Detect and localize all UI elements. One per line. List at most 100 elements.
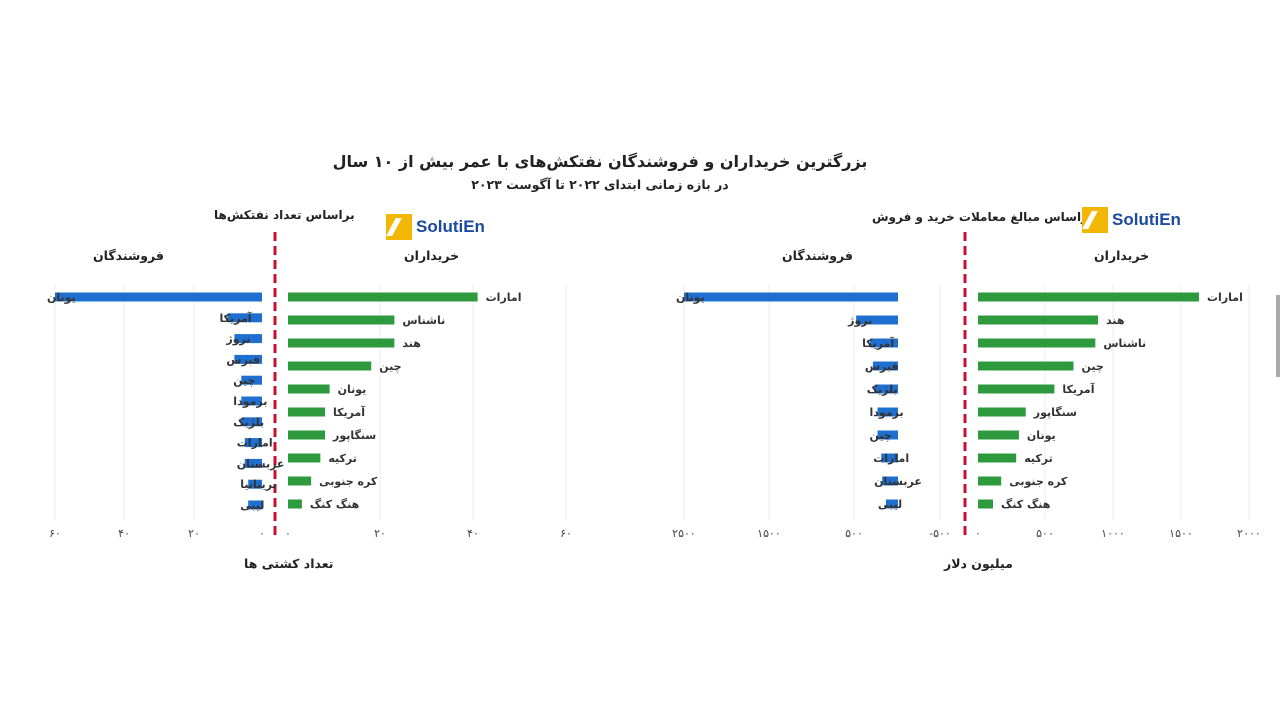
seller-bar: [234, 334, 262, 344]
seller-category-label: چین: [233, 374, 255, 387]
left-buyers-label: خریداران: [404, 248, 460, 263]
seller-category-label: یونان: [676, 291, 705, 304]
seller-bar: [244, 438, 262, 448]
seller-category-label: بلژیک: [867, 383, 898, 396]
seller-category-label: لیبی: [878, 498, 902, 511]
seller-category-label: بلژیک: [233, 416, 264, 429]
buyer-bar: [288, 338, 395, 348]
seller-category-label: بریتانیا: [240, 478, 276, 491]
seller-category-label: آمریکا: [862, 336, 894, 350]
buyer-bar: [978, 315, 1099, 325]
seller-bar: [234, 354, 262, 364]
buyer-bar: [288, 292, 478, 302]
buyer-bar: [288, 476, 312, 486]
seller-category-label: عربستان: [237, 457, 285, 470]
x-tick-label: ۲۵۰۰: [672, 527, 696, 540]
right-sellers-label: فروشندگان: [782, 248, 853, 263]
seller-category-label: امارات: [237, 437, 273, 450]
buyer-bar: [978, 384, 1055, 394]
x-tick-label: ۱۰۰۰: [1101, 527, 1125, 540]
seller-bar: [872, 361, 898, 371]
buyer-category-label: ترکیه: [1024, 452, 1053, 465]
right-chart-basis: براساس مبالغ معاملات خرید و فروش: [872, 210, 1094, 224]
x-tick-label: ۵۰۰: [845, 527, 863, 540]
seller-bar: [55, 292, 262, 302]
logo-mark-icon: [386, 214, 412, 240]
x-tick-label: ۶۰: [560, 527, 572, 540]
seller-bar: [881, 453, 898, 463]
buyer-category-label: امارات: [486, 291, 522, 304]
buyer-bar: [978, 407, 1026, 417]
seller-bar: [870, 338, 898, 348]
x-tick-label: ۴۰: [467, 527, 479, 540]
seller-category-label: آمریکا: [220, 311, 252, 325]
right-logo: SolutiEn: [1082, 205, 1181, 235]
buyer-category-label: یونان: [1027, 429, 1056, 442]
x-tick-label: ۴۰: [118, 527, 130, 540]
seller-bar: [874, 384, 898, 394]
logo-mark-icon: [1082, 207, 1108, 233]
seller-category-label: لیبی: [240, 499, 264, 512]
seller-bar: [241, 396, 262, 406]
x-tick-label: ۵۰۰: [1036, 527, 1054, 540]
buyer-category-label: یونان: [338, 383, 367, 396]
buyer-bar: [978, 338, 1096, 348]
buyer-bar: [978, 430, 1019, 440]
right-x-axis-label: میلیون دلار: [944, 556, 1013, 571]
buyer-bar: [288, 384, 330, 394]
x-tick-label: ۰: [975, 527, 981, 540]
buyer-category-label: هند: [1106, 314, 1124, 327]
x-tick-label: ۰: [285, 527, 291, 540]
scrollbar[interactable]: [1276, 295, 1280, 377]
buyer-bar: [288, 407, 325, 417]
buyer-category-label: کره جنوبی: [1009, 475, 1068, 488]
seller-category-label: برمودا: [233, 395, 267, 408]
buyer-bar: [978, 453, 1017, 463]
buyer-bar: [288, 499, 302, 509]
seller-bar: [227, 313, 262, 323]
seller-bar: [248, 479, 262, 489]
buyer-bar: [288, 453, 321, 463]
x-tick-label: ۲۰: [188, 527, 200, 540]
x-tick-label: ۱۵۰۰: [1169, 527, 1193, 540]
buyer-category-label: هند: [402, 337, 420, 350]
right-buyers-label: خریداران: [1094, 248, 1150, 263]
buyer-bar: [978, 476, 1002, 486]
logo-text: SolutiEn: [416, 217, 485, 236]
left-sellers-label: فروشندگان: [93, 248, 164, 263]
x-tick-label: ۰: [259, 527, 265, 540]
buyer-category-label: ناشناس: [1103, 337, 1146, 350]
seller-bar: [882, 476, 898, 486]
seller-bar: [244, 458, 262, 468]
x-tick-label: ۲۰: [374, 527, 386, 540]
left-logo: SolutiEn: [386, 212, 485, 242]
seller-category-label: نروژ: [225, 333, 250, 346]
buyer-category-label: ترکیه: [328, 452, 357, 465]
buyer-bar: [288, 430, 325, 440]
chart-title: بزرگترین خریداران و فروشندگان نفتکش‌های …: [332, 152, 868, 171]
buyer-category-label: آمریکا: [1062, 382, 1094, 396]
left-x-axis-label: تعداد کشتی ها: [244, 556, 334, 571]
buyer-bar: [978, 499, 994, 509]
chart-subtitle: در بازه زمانی ابتدای ۲۰۲۲ تا آگوست ۲۰۲۳: [471, 177, 729, 192]
seller-bar: [684, 292, 898, 302]
buyer-category-label: سنگاپور: [332, 429, 376, 442]
buyer-category-label: ناشناس: [402, 314, 445, 327]
seller-bar: [248, 500, 262, 510]
buyer-category-label: سنگاپور: [1033, 406, 1077, 419]
buyer-bar: [288, 361, 372, 371]
seller-bar: [877, 407, 898, 417]
seller-category-label: قبرس: [226, 353, 260, 366]
seller-category-label: امارات: [873, 452, 909, 465]
seller-bar: [241, 375, 262, 385]
seller-category-label: چین: [870, 429, 892, 442]
buyer-bar: [978, 292, 1199, 302]
seller-category-label: قبرس: [865, 360, 899, 373]
logo-text: SolutiEn: [1112, 210, 1181, 229]
seller-category-label: یونان: [47, 291, 76, 304]
seller-bar: [885, 499, 898, 509]
left-chart-basis: براساس تعداد نفتکش‌ها: [214, 208, 355, 222]
buyer-category-label: آمریکا: [333, 405, 365, 419]
buyer-bar: [288, 315, 395, 325]
